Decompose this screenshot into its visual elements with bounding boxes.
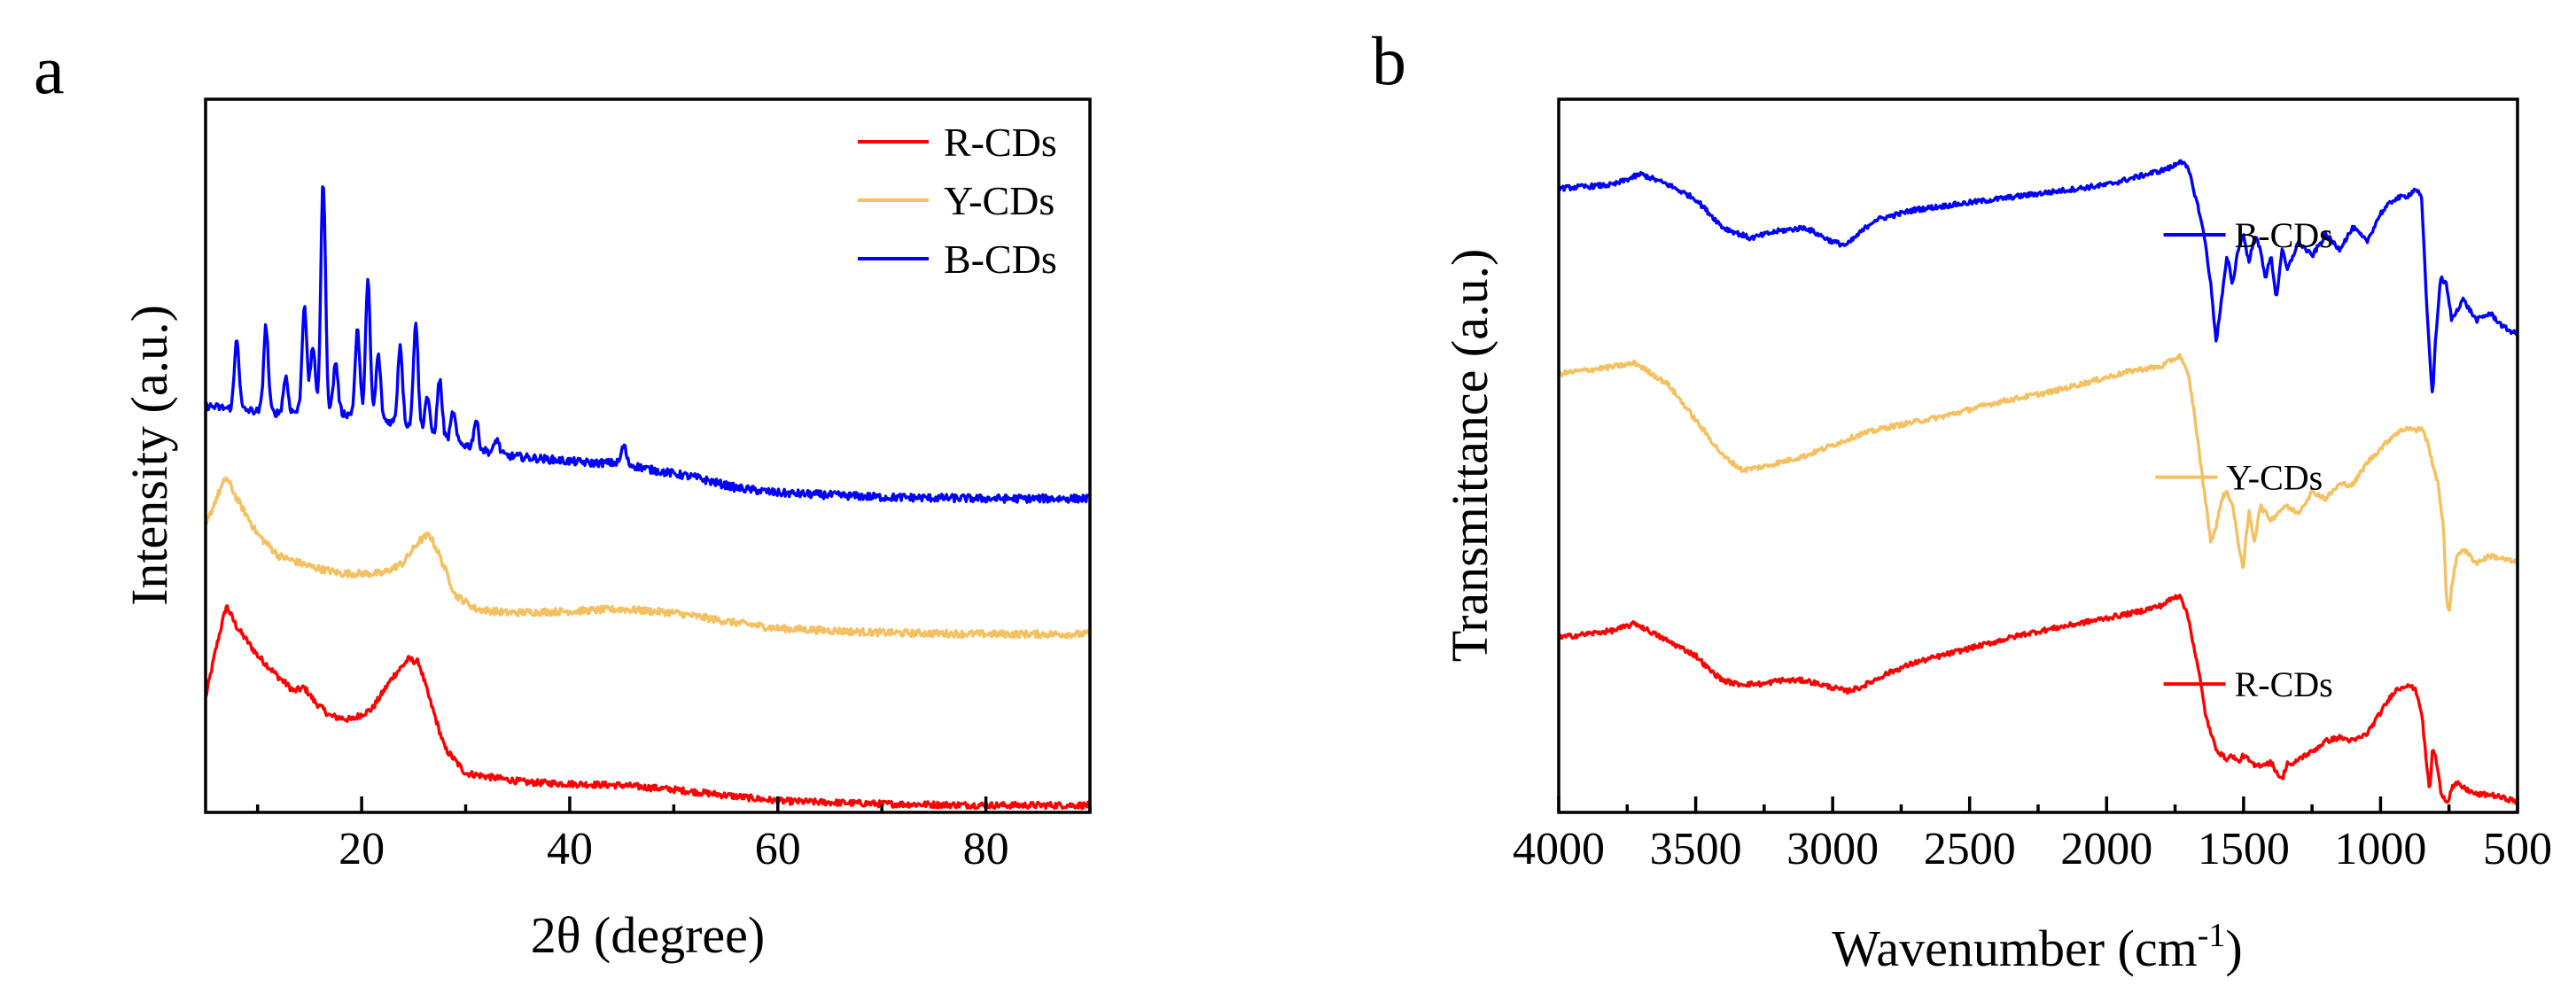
ftir-x-axis-title: Wavenumber (cm-1) [1832, 917, 2242, 977]
x-tick-label: 60 [755, 824, 801, 874]
panel-letter-b: b [1372, 22, 1406, 99]
curve-label-y-cds: Y-CDs [2226, 458, 2323, 498]
x-tick-label: 500 [2483, 824, 2552, 874]
xrd-plot-frame [204, 97, 1092, 814]
series-line-r-cds [1557, 594, 2519, 805]
x-tick-label: 2000 [2060, 824, 2152, 874]
x-tick-label: 20 [339, 824, 385, 874]
legend-label-r-cds: R-CDs [944, 120, 1057, 165]
legend-label-y-cds: Y-CDs [944, 178, 1055, 223]
x-tick-label: 1500 [2198, 824, 2290, 874]
ftir-x-axis-title-superscript: -1 [2198, 917, 2226, 954]
x-tick-label: 3000 [1786, 824, 1879, 874]
legend-label-b-cds: B-CDs [944, 237, 1057, 282]
xrd-y-axis-title: Intensity (a.u.) [121, 305, 178, 606]
xrd-x-axis-title: 2θ (degree) [531, 906, 765, 964]
curve-label-r-cds: R-CDs [2235, 664, 2333, 704]
x-tick-label: 1000 [2334, 824, 2426, 874]
series-line-r-cds [204, 604, 1092, 811]
ftir-x-axis-title-main: Wavenumber (cm [1832, 920, 2197, 977]
series-line-y-cds [1557, 353, 2519, 612]
x-tick-label: 4000 [1513, 824, 1605, 874]
series-line-b-cds [204, 185, 1092, 504]
x-tick-label: 40 [547, 824, 593, 874]
x-tick-label: 3500 [1650, 824, 1742, 874]
xrd-chart: 20 40 60 80 R-CDs Y-CDs B-CDs 2θ (degree) Int… [121, 97, 1092, 964]
ftir-chart: 4000 3500 3000 2500 2000 1500 1000 500 B-CDs Y-C… [1441, 97, 2552, 977]
ftir-y-axis-title: Transmittance (a.u.) [1441, 249, 1498, 663]
panel-letter-a: a [34, 31, 65, 108]
series-line-y-cds [204, 476, 1092, 640]
ftir-x-axis-title-end: ) [2225, 920, 2242, 977]
curve-label-b-cds: B-CDs [2235, 215, 2333, 255]
x-tick-label: 2500 [1924, 824, 2016, 874]
x-tick-label: 80 [963, 824, 1009, 874]
series-line-b-cds [1557, 159, 2519, 393]
